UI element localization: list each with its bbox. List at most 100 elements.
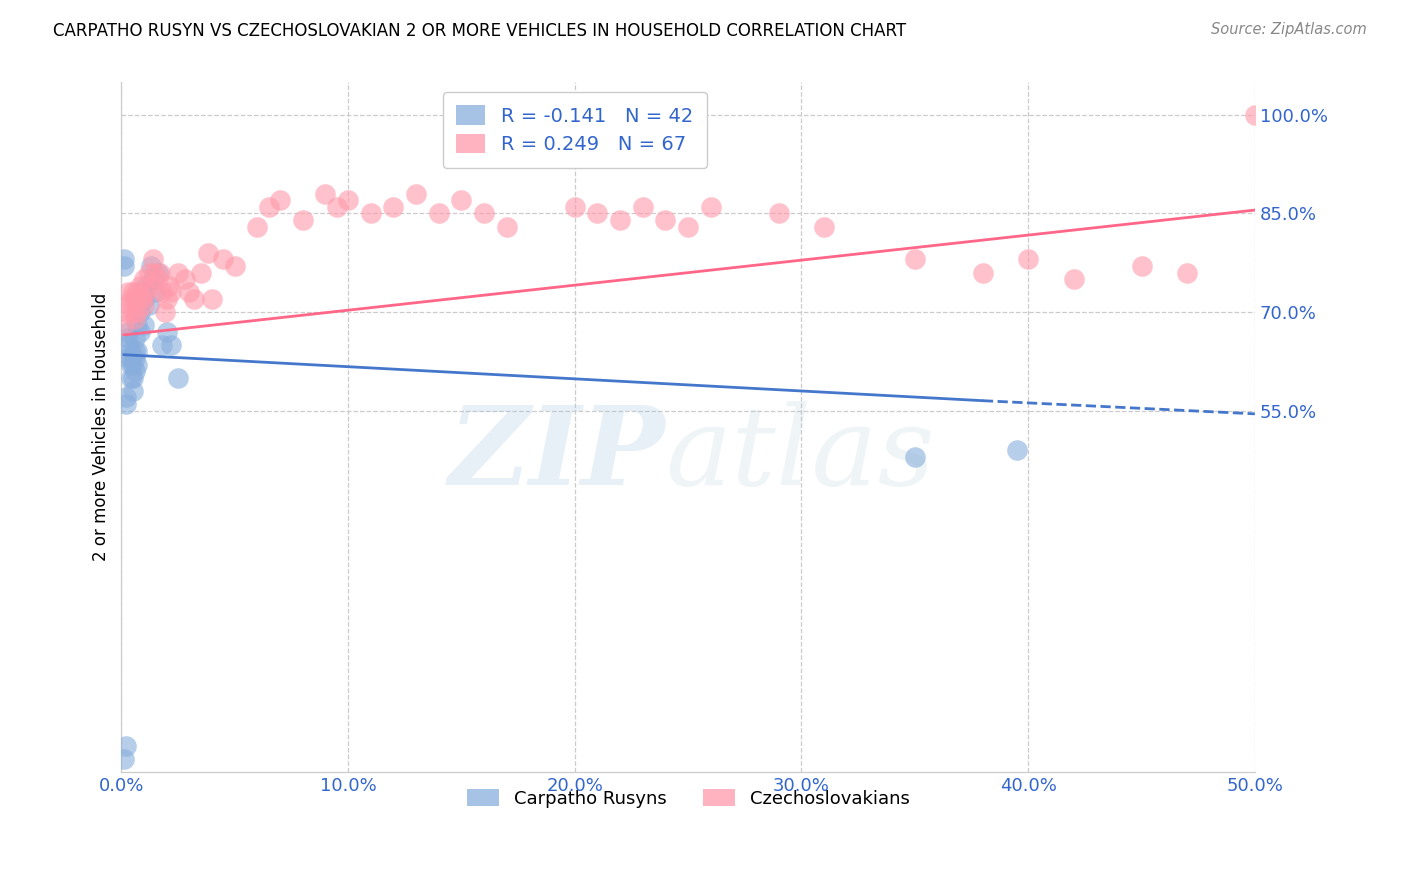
Point <box>156 292 179 306</box>
Point <box>472 206 495 220</box>
Point <box>337 193 360 207</box>
Point <box>121 285 143 300</box>
Point <box>120 344 142 359</box>
Point <box>224 259 246 273</box>
Point <box>124 292 146 306</box>
Point <box>495 219 517 234</box>
Text: CARPATHO RUSYN VS CZECHOSLOVAKIAN 2 OR MORE VEHICLES IN HOUSEHOLD CORRELATION CH: CARPATHO RUSYN VS CZECHOSLOVAKIAN 2 OR M… <box>53 22 907 40</box>
Point <box>382 200 405 214</box>
Point <box>115 305 138 319</box>
Point <box>112 318 135 332</box>
Point <box>135 278 157 293</box>
Point <box>160 338 183 352</box>
Point <box>1005 442 1028 457</box>
Point <box>131 292 153 306</box>
Point <box>117 331 139 345</box>
Point <box>139 278 162 293</box>
Point <box>291 213 314 227</box>
Text: ZIP: ZIP <box>449 401 665 508</box>
Point <box>631 200 654 214</box>
Point <box>146 266 169 280</box>
Point <box>142 272 165 286</box>
Point <box>586 206 609 220</box>
Point <box>132 298 155 312</box>
Point <box>117 285 139 300</box>
Point <box>117 325 139 339</box>
Point <box>609 213 631 227</box>
Point <box>124 351 146 365</box>
Point <box>128 325 150 339</box>
Point <box>405 186 427 201</box>
Point <box>115 739 138 753</box>
Point <box>904 252 927 267</box>
Point <box>120 292 142 306</box>
Point <box>132 318 155 332</box>
Point <box>246 219 269 234</box>
Text: Source: ZipAtlas.com: Source: ZipAtlas.com <box>1211 22 1367 37</box>
Point <box>127 285 149 300</box>
Point <box>146 272 169 286</box>
Text: atlas: atlas <box>665 401 935 508</box>
Point <box>117 298 139 312</box>
Point <box>167 370 190 384</box>
Point <box>157 278 180 293</box>
Point <box>120 351 142 365</box>
Point <box>174 272 197 286</box>
Point <box>700 200 723 214</box>
Point <box>131 292 153 306</box>
Point <box>131 285 153 300</box>
Point <box>156 325 179 339</box>
Point <box>127 318 149 332</box>
Point <box>128 278 150 293</box>
Point <box>768 206 790 220</box>
Point <box>117 338 139 352</box>
Point <box>167 266 190 280</box>
Point <box>813 219 835 234</box>
Point <box>1175 266 1198 280</box>
Legend: Carpatho Rusyns, Czechoslovakians: Carpatho Rusyns, Czechoslovakians <box>460 781 917 814</box>
Point <box>212 252 235 267</box>
Point <box>138 298 160 312</box>
Point <box>149 266 172 280</box>
Point <box>160 285 183 300</box>
Point <box>132 292 155 306</box>
Point <box>150 338 173 352</box>
Point <box>132 272 155 286</box>
Point <box>153 305 176 319</box>
Point <box>135 285 157 300</box>
Point <box>1244 108 1267 122</box>
Point <box>326 200 349 214</box>
Point <box>121 358 143 372</box>
Point <box>112 752 135 766</box>
Point <box>314 186 336 201</box>
Point <box>127 344 149 359</box>
Point <box>654 213 676 227</box>
Point <box>427 206 450 220</box>
Y-axis label: 2 or more Vehicles in Household: 2 or more Vehicles in Household <box>93 293 110 561</box>
Point <box>145 285 167 300</box>
Point <box>127 358 149 372</box>
Point <box>138 266 160 280</box>
Point <box>124 364 146 378</box>
Point <box>128 292 150 306</box>
Point <box>127 305 149 319</box>
Point <box>124 344 146 359</box>
Point <box>142 252 165 267</box>
Point <box>257 200 280 214</box>
Point <box>121 370 143 384</box>
Point <box>564 200 586 214</box>
Point <box>145 266 167 280</box>
Point <box>972 266 994 280</box>
Point <box>450 193 472 207</box>
Point <box>115 391 138 405</box>
Point <box>120 358 142 372</box>
Point <box>124 331 146 345</box>
Point <box>904 450 927 464</box>
Point <box>201 292 224 306</box>
Point <box>128 305 150 319</box>
Point <box>1130 259 1153 273</box>
Point <box>183 292 205 306</box>
Point <box>124 311 146 326</box>
Point <box>1063 272 1085 286</box>
Point <box>115 397 138 411</box>
